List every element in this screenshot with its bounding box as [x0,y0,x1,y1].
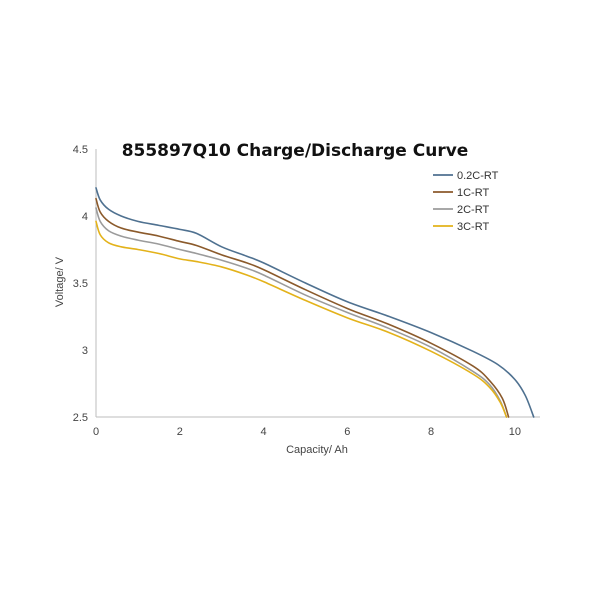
x-tick-label: 10 [509,426,521,438]
series-line-0-2c-rt [95,187,535,418]
x-tick-label: 4 [260,426,266,438]
legend-label-3c-rt: 3C-RT [457,221,489,233]
y-tick-label: 4.5 [73,144,88,156]
x-axis-label: Capacity/ Ah [286,444,348,456]
x-tick-label: 8 [428,426,434,438]
y-axis-label: Voltage/ V [54,256,66,307]
series-line-3c-rt [95,220,508,418]
chart-title: 855897Q10 Charge/Discharge Curve [122,141,469,161]
legend-label-2c-rt: 2C-RT [457,204,489,216]
y-tick-label: 4 [82,211,88,223]
y-tick-labels: 2.5 3 3.5 4 4.5 [73,144,88,424]
y-tick-label: 3.5 [73,278,88,290]
legend-label-1c-rt: 1C-RT [457,187,489,199]
y-tick-label: 2.5 [73,412,88,424]
x-tick-labels: 0 2 4 6 8 10 [93,426,521,438]
series-line-2c-rt [95,207,508,418]
legend: 0.2C-RT 1C-RT 2C-RT 3C-RT [433,170,499,233]
x-tick-label: 0 [93,426,99,438]
x-tick-label: 2 [177,426,183,438]
legend-label-0-2c-rt: 0.2C-RT [457,170,499,182]
x-tick-label: 6 [344,426,350,438]
y-tick-label: 3 [82,345,88,357]
series-line-1c-rt [95,197,510,418]
series-lines [95,187,535,418]
